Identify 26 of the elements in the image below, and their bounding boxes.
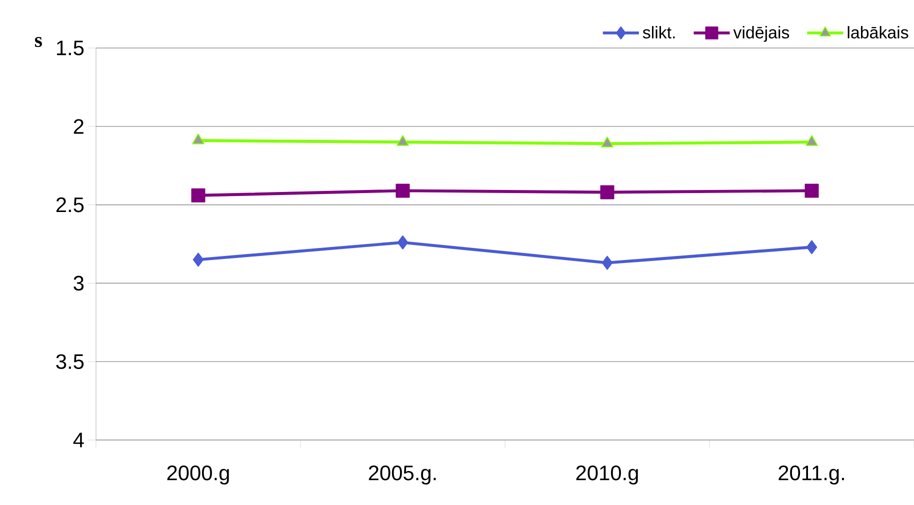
- y-tick-label: 3: [74, 276, 84, 291]
- y-tick-label: 4: [73, 432, 84, 448]
- y-tick-label: 3.5: [56, 354, 84, 370]
- point: [806, 135, 818, 146]
- y-tick-label: 1.5: [56, 40, 84, 56]
- point: [396, 135, 409, 146]
- x-tick-label: 2000.g: [167, 466, 229, 484]
- legend-label: slikt.: [642, 26, 675, 38]
- point: [601, 136, 614, 148]
- point: [804, 184, 819, 198]
- point: [192, 252, 204, 267]
- x-tick-label: 2005.g.: [368, 466, 436, 484]
- y-tick-label: 2.5: [56, 197, 84, 212]
- x-tick-label: 2011.g.: [778, 466, 844, 484]
- point: [192, 134, 204, 144]
- point: [396, 184, 410, 198]
- x-tick-label: 2010.g: [576, 466, 638, 484]
- legend-label: labākais: [848, 26, 908, 38]
- point: [600, 185, 614, 200]
- point: [191, 188, 206, 202]
- point: [397, 235, 408, 250]
- y-tick-label: 2: [74, 119, 84, 134]
- point: [602, 256, 613, 270]
- legend-label: vidējais: [733, 26, 790, 42]
- point: [806, 240, 818, 254]
- y-axis-title: s: [34, 36, 42, 48]
